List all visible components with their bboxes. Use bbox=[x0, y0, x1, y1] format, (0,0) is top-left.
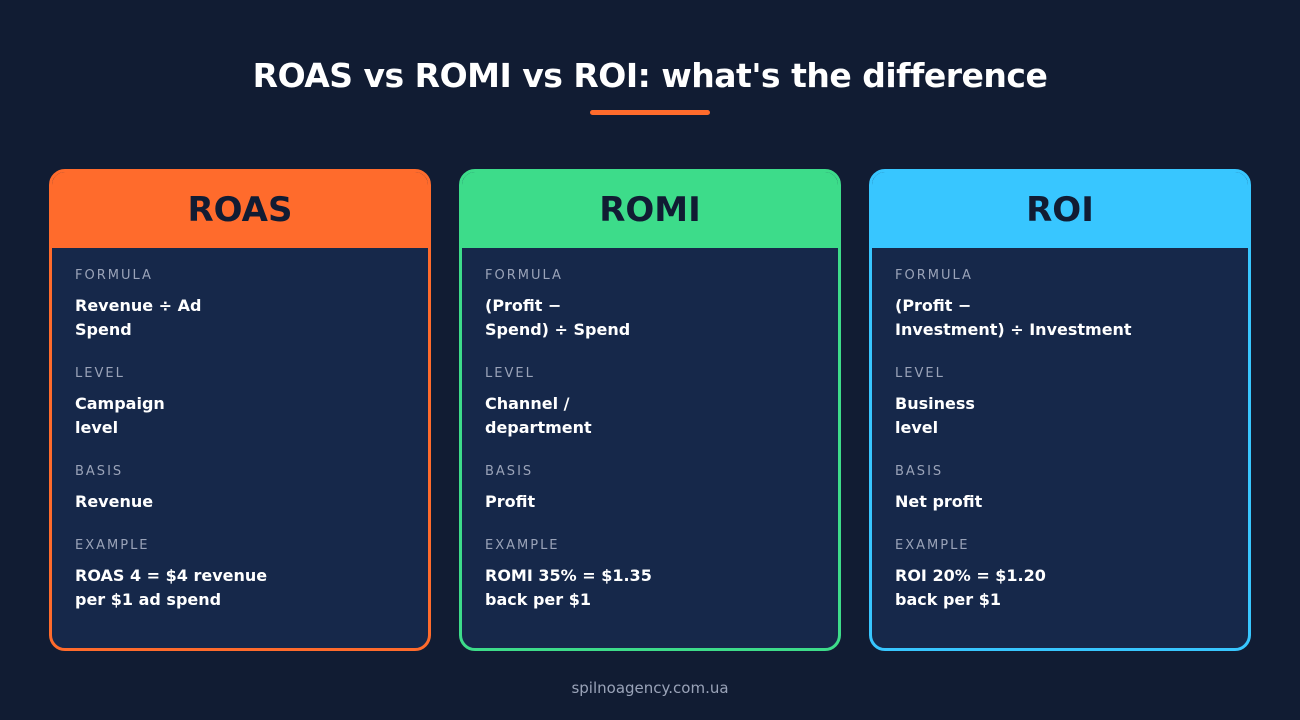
field-value: Revenue bbox=[75, 492, 154, 511]
card-heading: ROAS bbox=[52, 172, 428, 248]
field-value: (Profit − Investment) ÷ Investment bbox=[895, 296, 1132, 339]
field-label: EXAMPLE bbox=[895, 538, 970, 553]
card: ROAS FORMULA Revenue ÷ Ad Spend LEVEL Campai… bbox=[49, 169, 431, 651]
footer: spilnoagency.com.ua bbox=[571, 679, 729, 697]
field-label: EXAMPLE bbox=[75, 538, 150, 553]
field-value: Business level bbox=[895, 394, 975, 437]
field-label: FORMULA bbox=[485, 268, 563, 283]
field-value: Campaign level bbox=[75, 394, 165, 437]
field-label: BASIS bbox=[485, 464, 534, 479]
field-value: Revenue ÷ Ad Spend bbox=[75, 296, 202, 339]
field-label: LEVEL bbox=[895, 366, 945, 381]
card-body: FORMULA (Profit − Investment) ÷ Investmen… bbox=[872, 248, 1248, 612]
title: ROAS vs ROMI vs ROI: what's the differen… bbox=[252, 56, 1048, 95]
card: ROMI FORMULA (Profit − Spend) ÷ Spend LEVEL… bbox=[459, 169, 841, 651]
field-value: Net profit bbox=[895, 492, 983, 511]
field-value: Channel / department bbox=[485, 394, 592, 437]
field-value: ROMI 35% = $1.35 back per $1 bbox=[485, 566, 652, 609]
field-label: BASIS bbox=[75, 464, 124, 479]
title-underline bbox=[590, 110, 710, 115]
card-heading: ROMI bbox=[462, 172, 838, 248]
field-value: (Profit − Spend) ÷ Spend bbox=[485, 296, 631, 339]
card-heading: ROI bbox=[872, 172, 1248, 248]
field-label: LEVEL bbox=[75, 366, 125, 381]
card-body: FORMULA Revenue ÷ Ad Spend LEVEL Campaign l… bbox=[52, 248, 428, 612]
card: ROI FORMULA (Profit − Investment) ÷ Invest… bbox=[869, 169, 1251, 651]
field-label: FORMULA bbox=[75, 268, 153, 283]
field-label: BASIS bbox=[895, 464, 944, 479]
field-value: ROAS 4 = $4 revenue per $1 ad spend bbox=[75, 566, 268, 609]
card-body: FORMULA (Profit − Spend) ÷ Spend LEVEL Chan… bbox=[462, 248, 838, 612]
field-label: FORMULA bbox=[895, 268, 973, 283]
field-label: LEVEL bbox=[485, 366, 535, 381]
field-value: ROI 20% = $1.20 back per $1 bbox=[895, 566, 1046, 609]
field-value: Profit bbox=[485, 492, 536, 511]
field-label: EXAMPLE bbox=[485, 538, 560, 553]
